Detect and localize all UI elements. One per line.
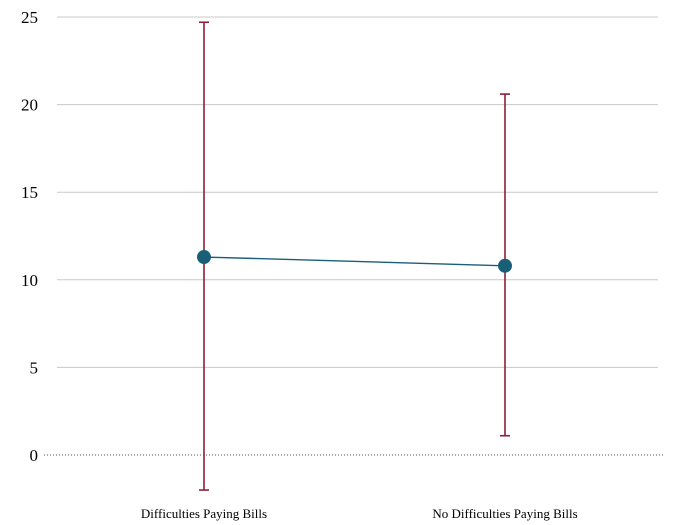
x-category-label: Difficulties Paying Bills xyxy=(141,506,267,521)
y-tick-label: 10 xyxy=(21,271,38,290)
data-point xyxy=(498,258,512,273)
data-points xyxy=(197,250,512,273)
error-bars xyxy=(199,21,510,491)
x-category-label: No Difficulties Paying Bills xyxy=(432,506,577,521)
y-tick-label: 5 xyxy=(30,358,39,377)
grid xyxy=(44,16,664,456)
y-tick-label: 0 xyxy=(30,446,39,465)
y-tick-label: 15 xyxy=(21,183,38,202)
x-axis-ticks: Difficulties Paying Bills No Difficultie… xyxy=(141,506,578,521)
y-axis-ticks: 0 5 10 15 20 25 xyxy=(21,8,38,465)
y-tick-label: 20 xyxy=(21,96,38,115)
series-line xyxy=(203,256,506,267)
series-line-path xyxy=(203,256,506,267)
data-point xyxy=(197,250,211,265)
y-tick-label: 25 xyxy=(21,8,38,27)
